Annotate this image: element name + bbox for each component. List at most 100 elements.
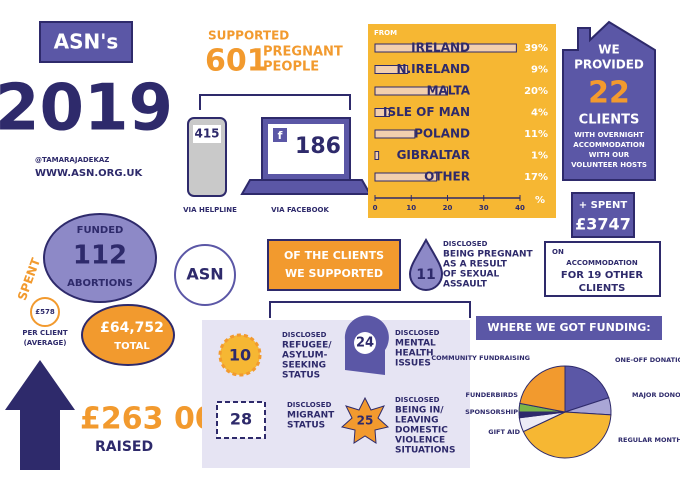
accommodation-note: WITH OUR (589, 151, 630, 159)
x-axis-label: % (535, 195, 545, 206)
spent-note-box (544, 241, 661, 297)
per-client: £578 (35, 308, 55, 316)
pie-label: SPONSORSHIP (465, 408, 518, 416)
accommodation-line: WE (598, 43, 619, 57)
total-label: TOTAL (114, 341, 150, 352)
client-line: LEAVING (395, 416, 438, 426)
logo: ASN (186, 265, 223, 284)
client-line: HEALTH (395, 349, 434, 359)
per-client-label: (AVERAGE) (24, 339, 67, 347)
accommodation-note: WITH OVERNIGHT (574, 131, 644, 139)
pie-label: GIFT AID (488, 428, 520, 436)
pie-label: MAJOR DONORS (632, 391, 680, 399)
bar-category: N.IRELAND (397, 62, 470, 76)
client-count: 24 (356, 336, 374, 351)
pie-label: REGULAR MONTHLY DONATIONS (618, 436, 680, 444)
bar-panel (368, 24, 556, 218)
client-line: OF SEXUAL (443, 270, 499, 280)
spent-amount: £3747 (575, 215, 631, 234)
bracket (269, 301, 471, 318)
bar-value-label: 9% (531, 65, 548, 76)
accommodation-unit: CLIENTS (579, 113, 640, 128)
client-line: MIGRANT (287, 411, 335, 421)
bar-value-label: 1% (531, 151, 548, 162)
client-line: AS A RESULT (443, 260, 508, 270)
website: WWW.ASN.ORG.UK (35, 168, 144, 179)
supported-line: PEOPLE (263, 60, 319, 75)
pie-label: COMMUNITY FUNDRAISING (431, 354, 530, 362)
bar (374, 108, 390, 117)
banner-box (39, 21, 133, 63)
accommodation-line: PROVIDED (574, 58, 644, 72)
spent-note: ACCOMMODATION (566, 259, 638, 267)
facebook-count: 186 (295, 134, 341, 159)
pie-label: ONE-OFF DONATIONS (615, 356, 680, 364)
spent-note: ON (552, 248, 564, 256)
x-tick-label: 10 (406, 204, 416, 212)
purse (43, 213, 157, 303)
client-line: STATUS (287, 421, 325, 431)
spent-note: FOR 19 OTHER (561, 270, 643, 281)
bar (374, 129, 416, 139)
client-count: 11 (416, 267, 435, 283)
bar-category: IRELAND (411, 41, 470, 55)
spent-box (571, 192, 635, 238)
bar (374, 65, 409, 74)
client-count: 25 (357, 414, 374, 428)
client-line: BEING IN/ (395, 406, 444, 416)
pie-slice (519, 365, 566, 413)
sun (218, 333, 262, 377)
helpline-label: VIA HELPLINE (183, 206, 237, 214)
spent-lead: + SPENT (579, 200, 628, 211)
bar (374, 86, 448, 96)
total: £64,752 (100, 320, 164, 336)
bar-value-label: 4% (531, 108, 548, 119)
bar-value-label: 11% (524, 129, 548, 140)
logo-ring (174, 244, 236, 306)
phone-screen (193, 125, 221, 143)
bar-value-label: 20% (524, 86, 548, 97)
helpline-count: 415 (194, 127, 219, 141)
x-tick-label: 30 (479, 204, 489, 212)
client-count: 10 (229, 346, 251, 365)
clients-heading: WE SUPPORTED (285, 267, 383, 280)
bar-category: OTHER (424, 170, 470, 184)
client-line: DISCLOSED (443, 240, 488, 248)
accommodation-count: 22 (588, 76, 630, 111)
abortions-lead: FUNDED (77, 225, 124, 236)
bracket (199, 94, 351, 110)
house (562, 20, 656, 181)
spent-note: CLIENTS (579, 283, 626, 294)
dashed-box (216, 401, 266, 439)
bar-category: MALTA (427, 84, 471, 98)
bar (374, 151, 380, 160)
client-line: DISCLOSED (395, 396, 440, 404)
client-line: SITUATIONS (395, 446, 455, 456)
head-circle (354, 332, 376, 354)
x-tick-label: 40 (515, 204, 525, 212)
supported-line: PREGNANT (263, 45, 343, 60)
client-line: BEING PREGNANT (443, 250, 534, 260)
pie-title: WHERE WE GOT FUNDING: (487, 321, 650, 334)
spent-lead: SPENT (15, 255, 43, 302)
bar-category: POLAND (414, 127, 470, 141)
client-line: STATUS (282, 371, 320, 381)
client-line: REFUGEE/ (282, 341, 332, 351)
per-client-label: PER CLIENT (22, 329, 68, 337)
facebook-icon-text: f (278, 129, 283, 142)
bar (374, 172, 438, 182)
abortions-count: 112 (73, 241, 127, 271)
client-line: DISCLOSED (282, 331, 327, 339)
bar-value-label: 39% (524, 43, 548, 54)
pie-slice (522, 411, 612, 459)
bar-category: ISLE OF MAN (383, 105, 470, 119)
client-line: ASYLUM- (282, 351, 328, 361)
star (340, 396, 390, 444)
accommodation-note: ACCOMMODATION (573, 141, 645, 149)
arrow (5, 360, 75, 470)
pie-slice (564, 365, 610, 413)
pie-label: FUNDERBIRDS (466, 391, 519, 399)
clients-heading-box (267, 239, 401, 291)
client-line: ISSUES (395, 359, 431, 369)
